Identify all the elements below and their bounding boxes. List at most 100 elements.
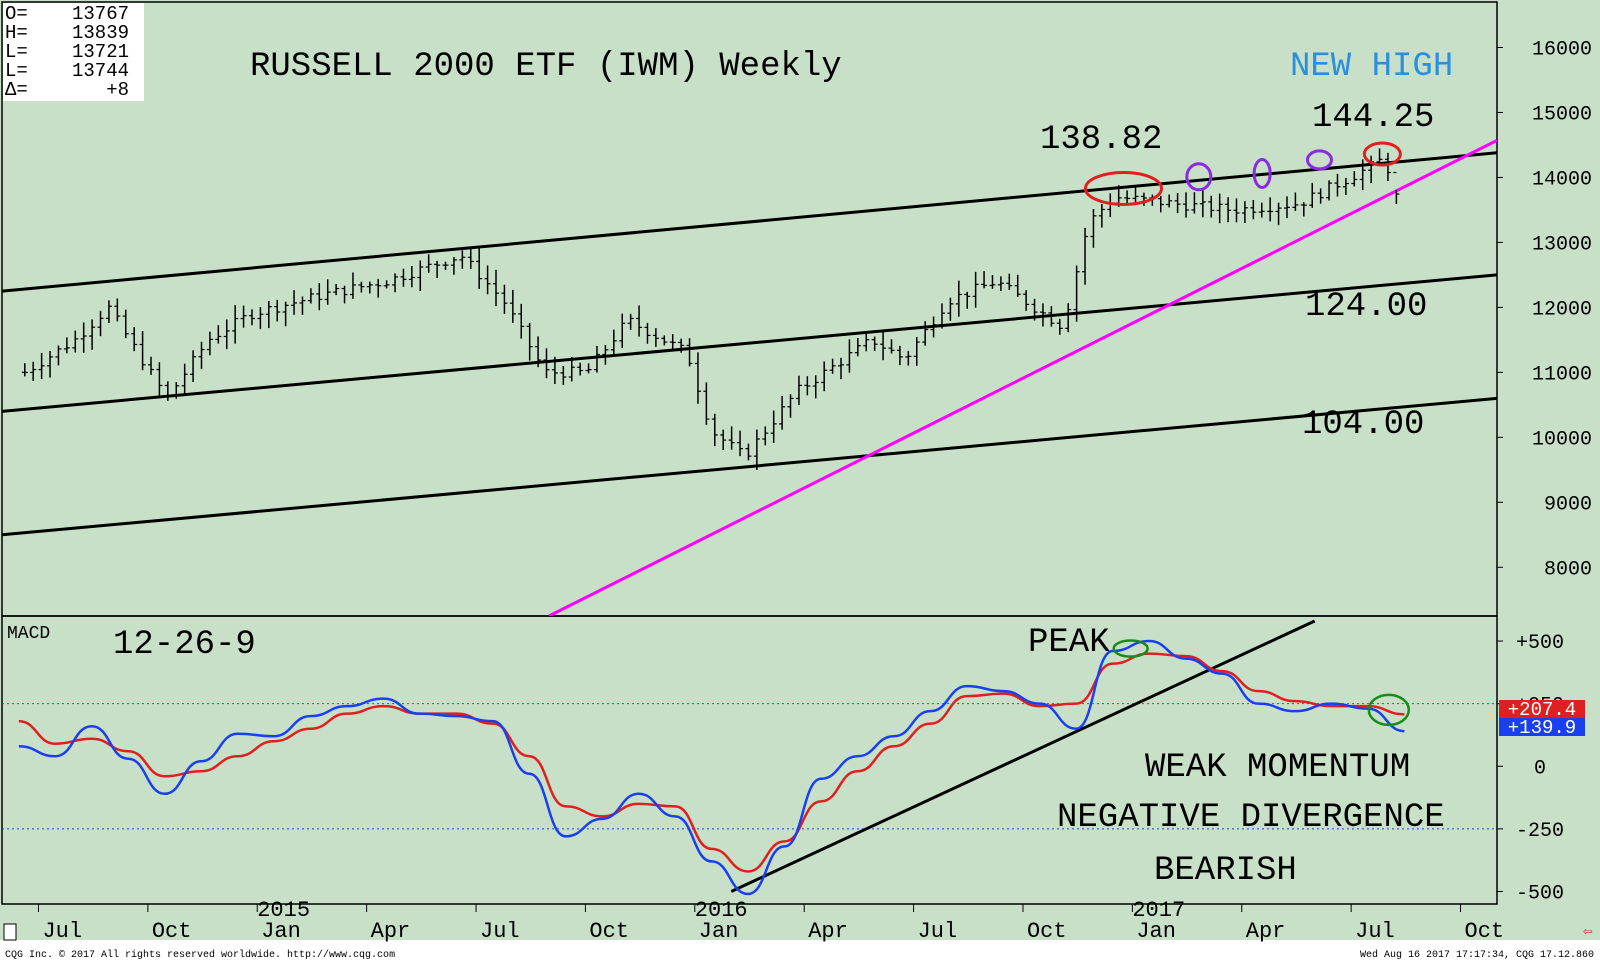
ohlc-bar [358, 281, 365, 293]
ohlc-bar [560, 366, 567, 386]
ohlc-bar [922, 321, 929, 346]
ohlc-bar [38, 352, 45, 380]
ohlc-bar [198, 341, 205, 370]
scroll-handle[interactable] [3, 923, 17, 941]
note-new-high: NEW HIGH [1290, 48, 1453, 86]
ohlc-bar [89, 319, 96, 350]
scroll-left-arrow-icon[interactable]: ⇦ [1583, 923, 1593, 941]
ohlc-bar [1275, 202, 1282, 226]
ohlc-label-change: Δ= [5, 79, 28, 101]
ohlc-bar [577, 362, 584, 376]
price-tick-label: 8000 [1544, 558, 1592, 581]
retest-ellipse-2 [1252, 158, 1272, 190]
note-bearish: BEARISH [1154, 852, 1297, 890]
macd-tick-label: +500 [1516, 632, 1564, 655]
ohlc-bar [1300, 202, 1307, 217]
ohlc-change: +8 [106, 79, 129, 101]
signal-value-label: +207.4 [1508, 699, 1576, 721]
ohlc-bar [425, 254, 432, 273]
ohlc-bar [148, 356, 155, 375]
ohlc-bar [1309, 182, 1316, 208]
ohlc-bar [905, 350, 912, 366]
ohlc-label-high: H= [5, 22, 28, 44]
macd-tick-label: -250 [1516, 820, 1564, 843]
month-tick-label: Apr [1246, 919, 1286, 944]
ohlc-bar [981, 271, 988, 289]
right-axis-gutter [1497, 0, 1600, 940]
ohlc-label-last: L= [5, 60, 28, 82]
ohlc-bar [97, 310, 104, 337]
ohlc-bar [1073, 265, 1080, 322]
ohlc-bar [1233, 198, 1240, 223]
ohlc-bar [1090, 209, 1097, 248]
ohlc-bar [509, 289, 516, 323]
ohlc-bar [694, 352, 701, 404]
ohlc-bar [652, 328, 659, 347]
time-axis: Jul Oct Jan Apr Jul Oct Jan Apr Jul Oct Jan Apr Jul O… [37, 898, 1505, 944]
month-tick-label: Oct [1465, 919, 1505, 944]
ohlc-bar [139, 331, 146, 371]
ohlc-low: 13721 [72, 41, 129, 63]
ohlc-bar [1191, 192, 1198, 214]
ohlc-bar [408, 266, 415, 288]
ohlc-bar [1258, 202, 1265, 218]
ohlc-bar [122, 309, 129, 339]
retest-ellipse-3 [1305, 149, 1333, 171]
ohlc-bar [131, 327, 138, 352]
macd-label: MACD [7, 624, 50, 644]
ohlc-bar [1393, 171, 1400, 205]
ohlc-bar [383, 280, 390, 289]
month-tick-label: Oct [1027, 919, 1067, 944]
ohlc-bar [324, 279, 331, 305]
ohlc-bar [585, 363, 592, 374]
ohlc-bar [299, 296, 306, 315]
ohlc-bar [526, 322, 533, 361]
ohlc-bar [156, 362, 163, 397]
ohlc-box [3, 3, 144, 101]
footer-bar [0, 940, 1600, 961]
ohlc-bar [568, 356, 575, 382]
price-tick-label: 13000 [1532, 233, 1592, 256]
ohlc-bar [1292, 192, 1299, 212]
ohlc-bar [1351, 171, 1358, 187]
ohlc-bar [703, 382, 710, 425]
ohlc-bar [753, 429, 760, 471]
ohlc-bar [745, 443, 752, 461]
macd-trendline [730, 619, 1316, 893]
ohlc-bar [1140, 192, 1147, 206]
ohlc-bar [375, 278, 382, 298]
ohlc-bar [1376, 148, 1383, 165]
ohlc-bar [593, 345, 600, 373]
ohlc-bar [854, 337, 861, 357]
ohlc-bar [804, 376, 811, 396]
macd-plot [18, 619, 1411, 896]
ohlc-bar [240, 305, 247, 328]
ohlc-bar [114, 298, 121, 322]
macd-peak-ellipse [1112, 639, 1149, 658]
price-tick-label: 16000 [1532, 38, 1592, 61]
month-tick-label: Jul [480, 919, 520, 944]
ohlc-bar [821, 361, 828, 392]
ohlc-bar [846, 339, 853, 373]
ohlc-bar [307, 288, 314, 304]
ohlc-bar [1267, 197, 1274, 222]
macd-value-tag [1499, 718, 1585, 736]
ohlc-bar [1216, 193, 1223, 224]
price-tick-label: 14000 [1532, 168, 1592, 191]
ohlc-bar [257, 307, 264, 330]
ohlc-bar [1326, 180, 1333, 201]
ohlc-bar [459, 250, 466, 269]
ohlc-bar [282, 301, 289, 327]
ohlc-bar [333, 283, 340, 296]
ohlc-bar [720, 429, 727, 451]
ohlc-bar [164, 381, 171, 401]
ohlc-bar [21, 363, 28, 377]
ohlc-bar [291, 290, 298, 315]
ohlc-bar [1065, 303, 1072, 333]
footer-left: CQG Inc. © 2017 All rights reserved worl… [5, 949, 395, 961]
month-tick-label: Jan [1136, 919, 1176, 944]
ohlc-bar [661, 335, 668, 346]
price-tick-label: 12000 [1532, 298, 1592, 321]
ohlc-bar [518, 303, 525, 339]
price-plot [2, 139, 1497, 616]
